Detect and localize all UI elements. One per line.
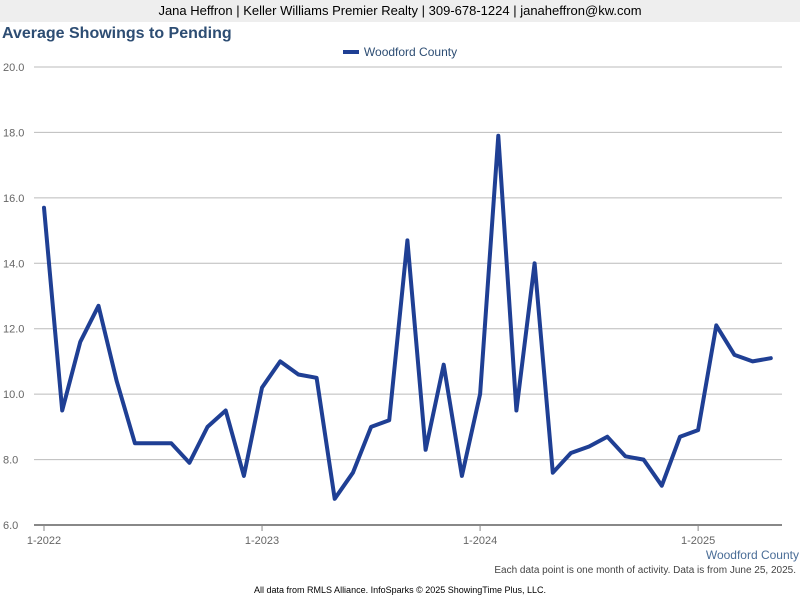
x-axis: 1-2022 1-2023 1-2024 1-2025 <box>27 524 782 547</box>
y-tick-label: 20.0 <box>3 62 24 74</box>
y-tick-label: 18.0 <box>3 127 24 139</box>
y-tick-label: 6.0 <box>3 520 18 532</box>
y-tick-label: 16.0 <box>3 193 24 205</box>
legend-swatch <box>342 49 359 54</box>
series-group <box>42 133 773 501</box>
y-axis-ticks: 6.0 8.0 10.0 12.0 14.0 16.0 18.0 20.0 <box>3 62 24 532</box>
chart-title: Average Showings to Pending <box>2 25 232 42</box>
series-label: Woodford County <box>705 548 799 562</box>
footer-credits: All data from RMLS Alliance. InfoSparks … <box>254 585 546 595</box>
y-tick-label: 12.0 <box>3 324 24 336</box>
x-tick-label: 1-2023 <box>245 535 279 547</box>
data-note: Each data point is one month of activity… <box>494 565 796 576</box>
y-tick-label: 8.0 <box>3 455 18 467</box>
y-tick-label: 10.0 <box>3 389 24 401</box>
x-tick-label: 1-2025 <box>681 535 715 547</box>
x-tick-label: 1-2024 <box>463 535 497 547</box>
legend-label: Woodford County <box>363 45 458 59</box>
series-line <box>42 133 773 501</box>
grid-lines <box>34 66 782 461</box>
x-tick-label: 1-2022 <box>27 535 61 547</box>
legend: Woodford County <box>0 45 800 59</box>
y-tick-label: 14.0 <box>3 258 24 270</box>
contact-header: Jana Heffron | Keller Williams Premier R… <box>0 0 800 22</box>
